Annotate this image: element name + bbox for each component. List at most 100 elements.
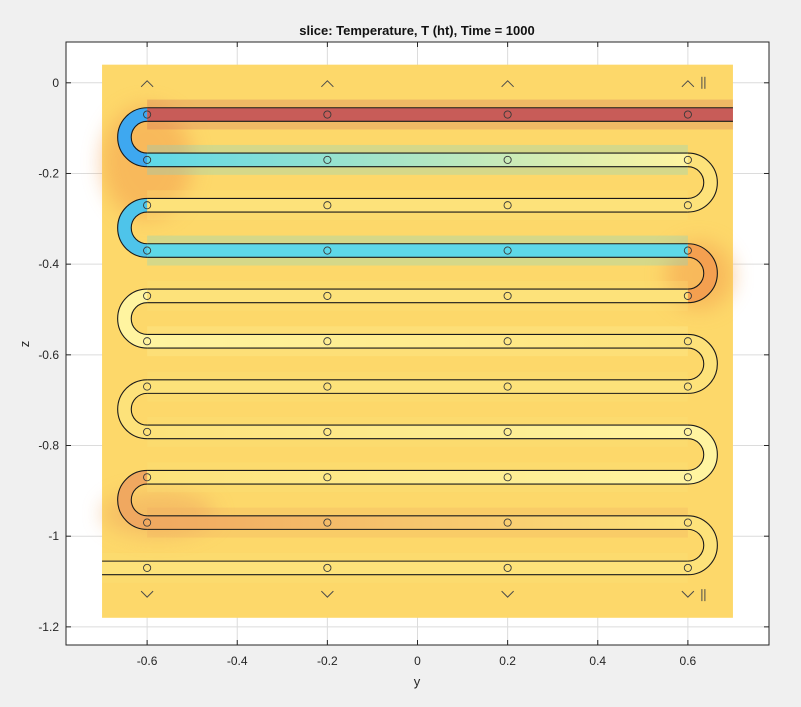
y-tick-label-1: -0.2 xyxy=(38,166,59,180)
chevron-up-2 xyxy=(501,80,514,88)
chevron-down-2 xyxy=(501,590,514,598)
bend-outer-0 xyxy=(117,107,148,168)
ticks: -0.6 -0.4 -0.2 0 0.2 0.4 0.6 0 -0.2 -0.4 -0.6 -0.8 -… xyxy=(38,42,769,668)
port-marker-9-0 xyxy=(143,518,152,527)
bend-outer-6 xyxy=(117,379,148,440)
bend-outer-5 xyxy=(687,333,718,394)
bend-outer-4 xyxy=(117,288,148,349)
port-marker-7-3 xyxy=(683,427,692,436)
port-marker-10-2 xyxy=(503,563,512,572)
x-tick-label-4: 0.2 xyxy=(499,654,516,668)
port-marker-7-2 xyxy=(503,427,512,436)
port-marker-5-0 xyxy=(143,337,152,346)
y-tick-label-6: -1.2 xyxy=(38,620,59,634)
y-tick-label-4: -0.8 xyxy=(38,439,59,453)
port-marker-1-0 xyxy=(143,155,152,164)
port-marker-0-2 xyxy=(503,110,512,119)
bend-outer-2 xyxy=(117,197,148,258)
bend-fill-8 xyxy=(117,470,148,530)
bend-inner-1 xyxy=(687,166,705,199)
chevron-down-3 xyxy=(681,590,695,598)
port-marker-1-2 xyxy=(503,155,512,164)
port-marker-3-3 xyxy=(683,246,692,255)
port-marker-2-1 xyxy=(323,201,332,210)
x-tick-label-3: 0 xyxy=(414,654,421,668)
port-marker-4-3 xyxy=(683,291,692,300)
bend-fill-6 xyxy=(117,379,148,439)
plot-area xyxy=(102,64,733,618)
port-marker-10-3 xyxy=(683,563,692,572)
port-marker-0-0 xyxy=(143,110,152,119)
port-marker-8-1 xyxy=(323,473,332,482)
tube-pass-2 xyxy=(147,198,688,213)
tube-pass-9 xyxy=(147,515,688,530)
port-marker-7-1 xyxy=(323,427,332,436)
bend-fill-2 xyxy=(117,198,148,258)
x-tick-label-0: -0.6 xyxy=(137,654,158,668)
port-marker-1-3 xyxy=(683,155,692,164)
bend-fill-9 xyxy=(687,515,718,575)
port-marker-6-0 xyxy=(143,382,152,391)
bend-inner-4 xyxy=(130,302,148,335)
port-marker-2-2 xyxy=(503,201,512,210)
tube-pass-1 xyxy=(147,153,688,167)
bend-inner-9 xyxy=(687,528,705,562)
bend-fill-7 xyxy=(687,425,718,485)
chevron-up-0 xyxy=(140,80,154,88)
port-marker-7-0 xyxy=(143,427,152,436)
port-marker-2-3 xyxy=(683,201,692,210)
port-marker-9-2 xyxy=(503,518,512,527)
port-marker-6-2 xyxy=(503,382,512,391)
chevron-down-1 xyxy=(321,590,334,598)
tube-pass-5 xyxy=(147,334,688,349)
bend-inner-6 xyxy=(130,392,148,426)
port-marker-6-1 xyxy=(323,382,332,391)
x-tick-label-6: 0.6 xyxy=(680,654,697,668)
tube-pass-7 xyxy=(147,425,688,439)
port-marker-4-1 xyxy=(323,291,332,300)
y-tick-label-2: -0.4 xyxy=(38,257,59,271)
port-marker-4-0 xyxy=(143,291,152,300)
port-marker-8-3 xyxy=(683,473,692,482)
port-marker-1-1 xyxy=(323,155,332,164)
port-marker-10-1 xyxy=(323,563,332,572)
port-marker-3-0 xyxy=(143,246,152,255)
x-tick-label-5: 0.4 xyxy=(589,654,606,668)
port-marker-3-1 xyxy=(323,246,332,255)
bend-inner-7 xyxy=(687,438,705,471)
tube-pass-6 xyxy=(147,379,688,394)
bend-outer-3 xyxy=(687,243,718,304)
port-marker-9-3 xyxy=(683,518,692,527)
y-axis-label: z xyxy=(17,341,32,348)
bend-outer-8 xyxy=(117,469,148,530)
tube-outline xyxy=(102,107,733,576)
y-tick-label-0: 0 xyxy=(52,76,59,90)
port-marker-8-0 xyxy=(143,473,152,482)
tube-pass-4 xyxy=(147,289,688,303)
markers xyxy=(140,76,706,602)
bend-fill-0 xyxy=(117,107,148,167)
chart-title: slice: Temperature, T (ht), Time = 1000 xyxy=(299,23,534,38)
port-marker-6-3 xyxy=(683,382,692,391)
port-marker-5-2 xyxy=(503,337,512,346)
tube-pass-0 xyxy=(147,107,733,122)
port-marker-10-0 xyxy=(143,563,152,572)
bend-fill-1 xyxy=(687,153,718,213)
bend-fill-4 xyxy=(117,289,148,349)
port-marker-9-1 xyxy=(323,518,332,527)
bend-inner-3 xyxy=(687,256,705,290)
bend-outer-1 xyxy=(687,152,718,213)
bend-inner-8 xyxy=(130,483,148,517)
chevron-down-0 xyxy=(140,590,154,598)
x-tick-label-2: -0.2 xyxy=(317,654,338,668)
port-marker-3-2 xyxy=(503,246,512,255)
port-marker-5-3 xyxy=(683,337,692,346)
tube-pass-3 xyxy=(147,243,688,258)
port-marker-0-3 xyxy=(683,110,692,119)
y-tick-label-3: -0.6 xyxy=(38,348,59,362)
chevron-up-3 xyxy=(681,80,695,88)
x-tick-label-1: -0.4 xyxy=(227,654,248,668)
tube-pass-8 xyxy=(147,470,688,485)
port-marker-4-2 xyxy=(503,291,512,300)
